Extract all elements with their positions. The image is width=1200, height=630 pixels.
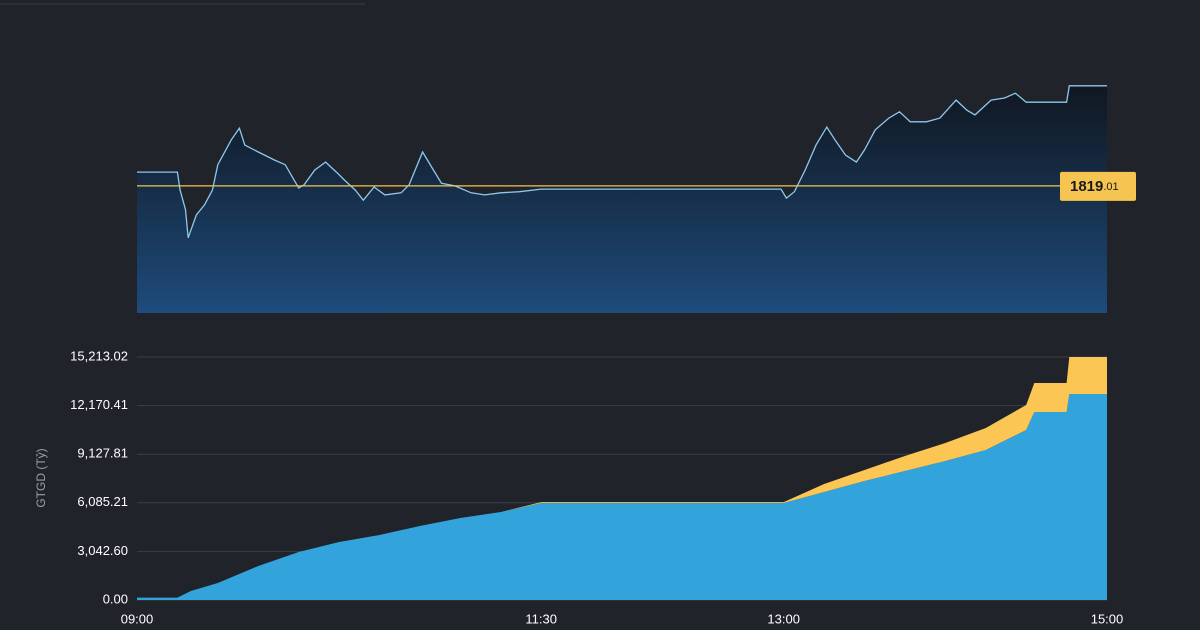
y-tick-label: 15,213.02 (70, 348, 128, 363)
y-tick-label: 3,042.60 (77, 543, 128, 558)
y-tick-label: 9,127.81 (77, 446, 128, 461)
y-axis-label: GTGD (Tỷ) (34, 448, 48, 507)
reference-label: 1819.01 (1070, 178, 1119, 195)
x-tick-label: 11:30 (525, 611, 557, 626)
reference-label-box (1060, 171, 1136, 201)
y-tick-label: 6,085.21 (77, 494, 128, 509)
price-line (137, 85, 1107, 239)
x-tick-label: 15:00 (1091, 611, 1124, 626)
price-area (137, 85, 1107, 313)
x-tick-label: 13:00 (767, 611, 800, 626)
reference-label-main: 1819 (1070, 178, 1103, 195)
area-series (137, 394, 1107, 600)
y-tick-label: 0.00 (103, 591, 128, 606)
x-tick-label: 09:00 (121, 611, 154, 626)
y-tick-label: 12,170.41 (70, 397, 128, 412)
reference-label-decimal: .01 (1103, 181, 1118, 193)
